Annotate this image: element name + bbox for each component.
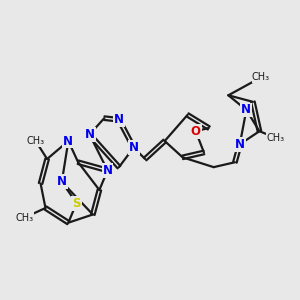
Text: CH₃: CH₃ <box>15 213 33 223</box>
Text: N: N <box>63 134 73 148</box>
Text: N: N <box>242 103 251 116</box>
Text: N: N <box>129 141 139 154</box>
Text: S: S <box>72 196 81 210</box>
Text: N: N <box>103 164 112 177</box>
Text: CH₃: CH₃ <box>27 136 45 146</box>
Text: CH₃: CH₃ <box>267 133 285 143</box>
Text: O: O <box>191 125 201 138</box>
Text: N: N <box>114 113 124 126</box>
Text: CH₃: CH₃ <box>252 72 270 82</box>
Text: N: N <box>57 175 67 188</box>
Text: N: N <box>85 128 94 141</box>
Text: N: N <box>235 138 245 151</box>
